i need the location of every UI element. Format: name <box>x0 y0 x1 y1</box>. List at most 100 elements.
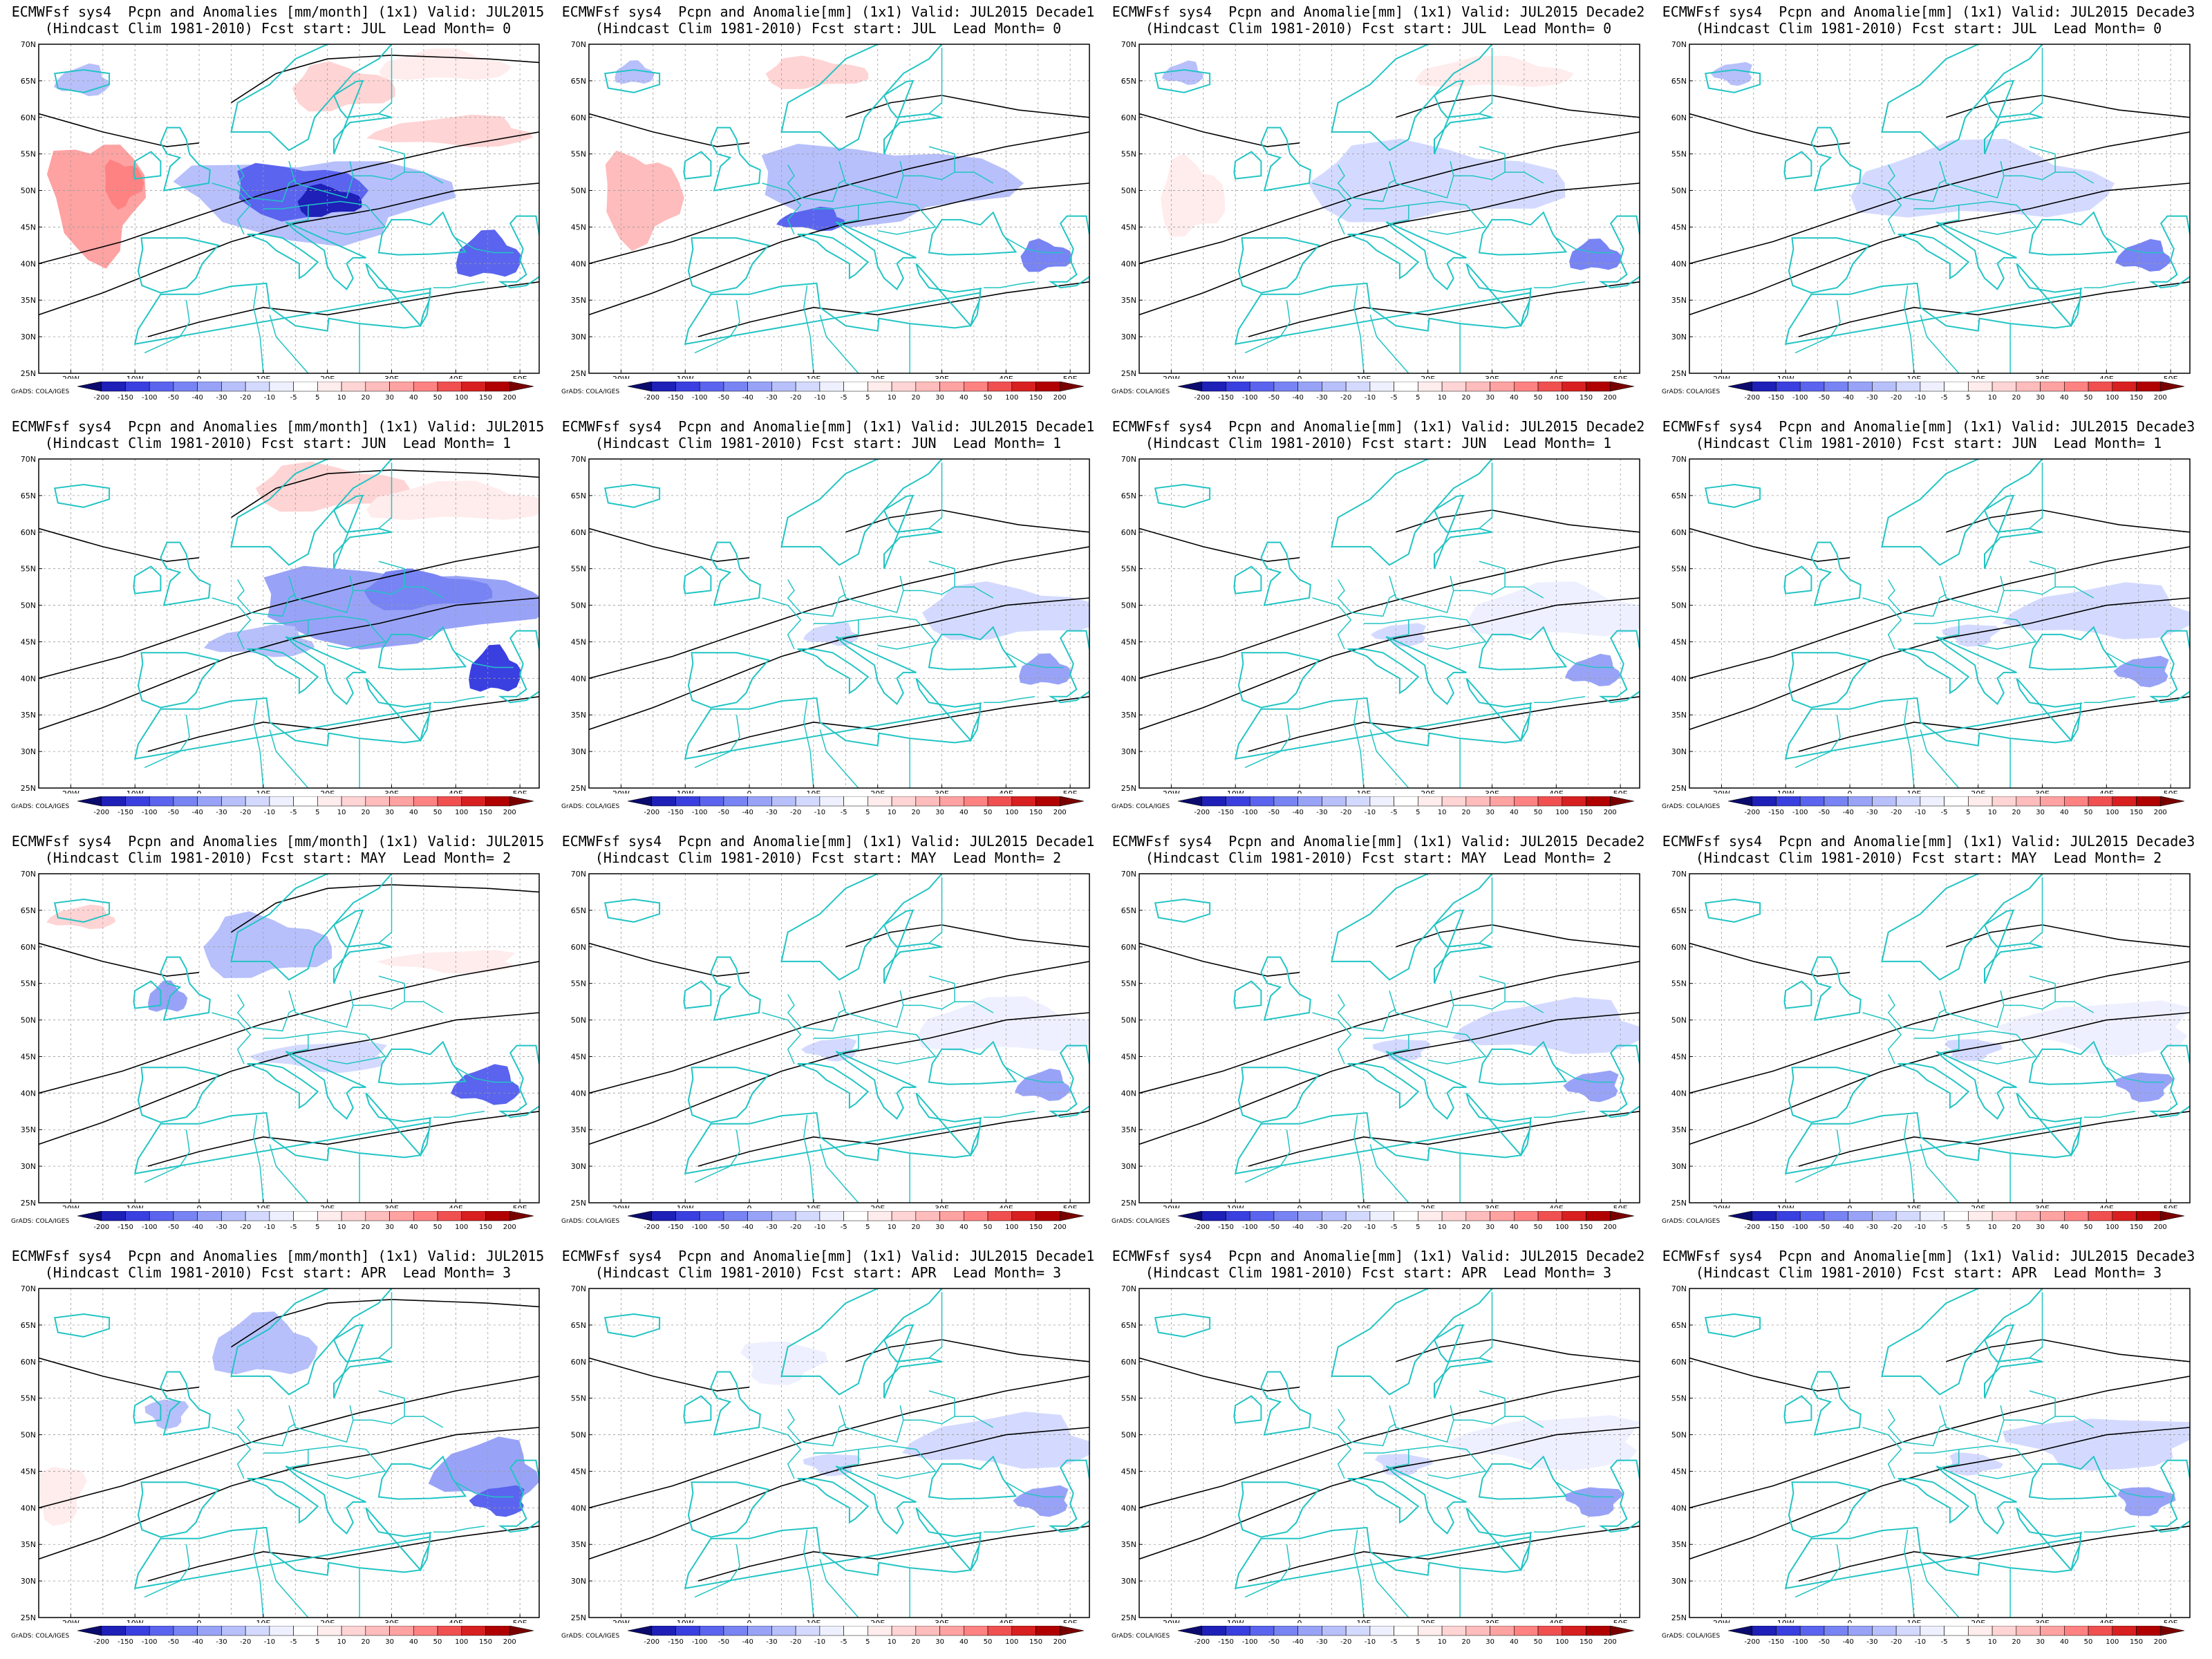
precip-contour <box>697 696 1089 752</box>
anomaly-negative <box>456 229 523 277</box>
colorbar-label: -30 <box>766 1224 777 1231</box>
country-border <box>433 1526 485 1533</box>
map: 70N 65N 60N 55N 50N 45N 40N 35N 30N 25N 20W 10W 0 10E… <box>1121 40 1640 379</box>
lon-tick-label: 20E <box>870 375 885 379</box>
colorbar-label: -10 <box>1365 1638 1376 1646</box>
colorbar-swatch <box>2136 1626 2161 1636</box>
lon-tick-label: 10W <box>1227 1204 1244 1208</box>
colorbar-label: -5 <box>290 809 297 816</box>
colorbar-label: 10 <box>1438 394 1447 402</box>
colorbar-swatch <box>509 1211 534 1221</box>
country-border <box>1862 597 1902 650</box>
colorbar-label: 10 <box>337 1638 346 1646</box>
country-border <box>1555 652 1614 668</box>
lon-tick-label: 10E <box>1906 375 1921 379</box>
country-border <box>858 1445 937 1479</box>
colorbar-swatch <box>1011 1626 1036 1636</box>
coastline <box>1704 898 1761 923</box>
coastline <box>684 697 982 760</box>
forecast-panel-r1-c1: ECMWFsf sys4 Pcpn and Anomalie[mm] (1x1)… <box>559 415 1098 823</box>
forecast-panel-r3-c1: ECMWFsf sys4 Pcpn and Anomalie[mm] (1x1)… <box>559 1244 1098 1652</box>
coastline <box>2028 1040 2118 1085</box>
colorbar-swatch <box>1799 382 1825 392</box>
colorbar-label: 200 <box>1604 1224 1617 1231</box>
coastline <box>1881 874 2043 981</box>
country-border <box>1453 1416 1544 1428</box>
colorbar-swatch <box>197 1211 222 1221</box>
colorbar-swatch <box>413 1211 438 1221</box>
lon-tick-label: 10E <box>1356 1619 1371 1623</box>
lat-tick-label: 60N <box>1121 113 1136 122</box>
colorbar-swatch <box>1799 796 1825 807</box>
colorbar-swatch <box>868 1626 892 1636</box>
colorbar-label: -100 <box>1242 1638 1258 1646</box>
colorbar-label: -50 <box>1268 394 1280 402</box>
country-border <box>1958 1445 2037 1479</box>
coastline <box>53 68 111 93</box>
colorbar-label: 5 <box>1966 394 1970 402</box>
colorbar-label: -10 <box>264 809 275 816</box>
coastline <box>160 956 211 1021</box>
colorbar: -200 -150 -100 -50 -40 -30 -20 -10 -5 5 10 20 30 40 50… <box>1727 796 2185 816</box>
country-border <box>2029 561 2056 588</box>
colorbar-swatch <box>1609 796 1635 807</box>
coastline <box>1810 1371 1862 1436</box>
colorbar-label: -20 <box>1340 809 1351 816</box>
colorbar-label: 150 <box>2130 809 2143 816</box>
credit: GrADS: COLA/IGES <box>1662 1218 1721 1225</box>
colorbar-label: -20 <box>790 1638 801 1646</box>
lat-tick-label: 25N <box>21 369 36 378</box>
coastline <box>498 1459 539 1533</box>
colorbar-label: 40 <box>959 1224 968 1231</box>
country-border <box>903 171 994 184</box>
country-border <box>1862 1427 1902 1479</box>
colorbar: -200 -150 -100 -50 -40 -30 -20 -10 -5 5 10 20 30 40 50… <box>77 382 534 402</box>
colorbar-swatch <box>1441 1626 1467 1636</box>
coastline <box>1347 234 1420 280</box>
lon-tick-label: 20W <box>1713 1204 1730 1208</box>
panel-subtitle: (Hindcast Clim 1981-2010) Fcst start: JU… <box>594 20 1062 37</box>
precip-contour <box>589 131 1089 265</box>
lat-tick-label: 65N <box>21 1321 36 1330</box>
lat-tick-label: 70N <box>21 455 36 464</box>
colorbar-swatch <box>2064 796 2089 807</box>
colorbar-label: -100 <box>692 809 708 816</box>
coastline <box>710 956 761 1021</box>
country-border <box>1369 315 1409 373</box>
precip-contour <box>589 1357 750 1391</box>
colorbar-label: 50 <box>984 1638 993 1646</box>
country-border <box>928 975 955 1002</box>
colorbar-label: -5 <box>290 394 297 402</box>
colorbar-swatch <box>675 1211 700 1221</box>
colorbar-label: -40 <box>1843 1224 1854 1231</box>
colorbar-swatch <box>1226 796 1250 807</box>
lat-tick-label: 30N <box>571 332 586 341</box>
lon-tick-label: 30E <box>384 1619 399 1623</box>
country-border <box>1920 729 1960 788</box>
colorbar-label: -30 <box>766 1638 777 1646</box>
colorbar-label: 5 <box>865 809 870 816</box>
colorbar-label: -5 <box>841 394 847 402</box>
lon-tick-label: 30E <box>1485 1204 1499 1208</box>
colorbar-swatch <box>1944 1626 1969 1636</box>
colorbar-swatch <box>389 1626 414 1636</box>
lon-tick-label: 30E <box>935 375 949 379</box>
lat-tick-label: 25N <box>1671 369 1687 378</box>
lat-tick-label: 40N <box>1121 674 1136 683</box>
country-border <box>838 990 904 1029</box>
anomaly-positive <box>376 950 516 974</box>
country-border <box>2029 462 2043 529</box>
anomaly-positive <box>765 55 869 89</box>
colorbar-swatch <box>1586 382 1611 392</box>
colorbar-label: 40 <box>959 809 968 816</box>
credit: GrADS: COLA/IGES <box>11 803 70 810</box>
colorbar-label: 50 <box>1534 1638 1543 1646</box>
precip-contour <box>1798 1111 2190 1167</box>
lat-tick-label: 60N <box>21 943 36 952</box>
country-border <box>928 877 943 944</box>
forecast-panel-r3-c2: ECMWFsf sys4 Pcpn and Anomalie[mm] (1x1)… <box>1109 1244 1648 1652</box>
anomaly-negative <box>761 144 1024 228</box>
lon-tick-label: 10E <box>806 1619 821 1623</box>
precip-contour <box>1139 1012 1640 1145</box>
country-border <box>236 994 296 1032</box>
